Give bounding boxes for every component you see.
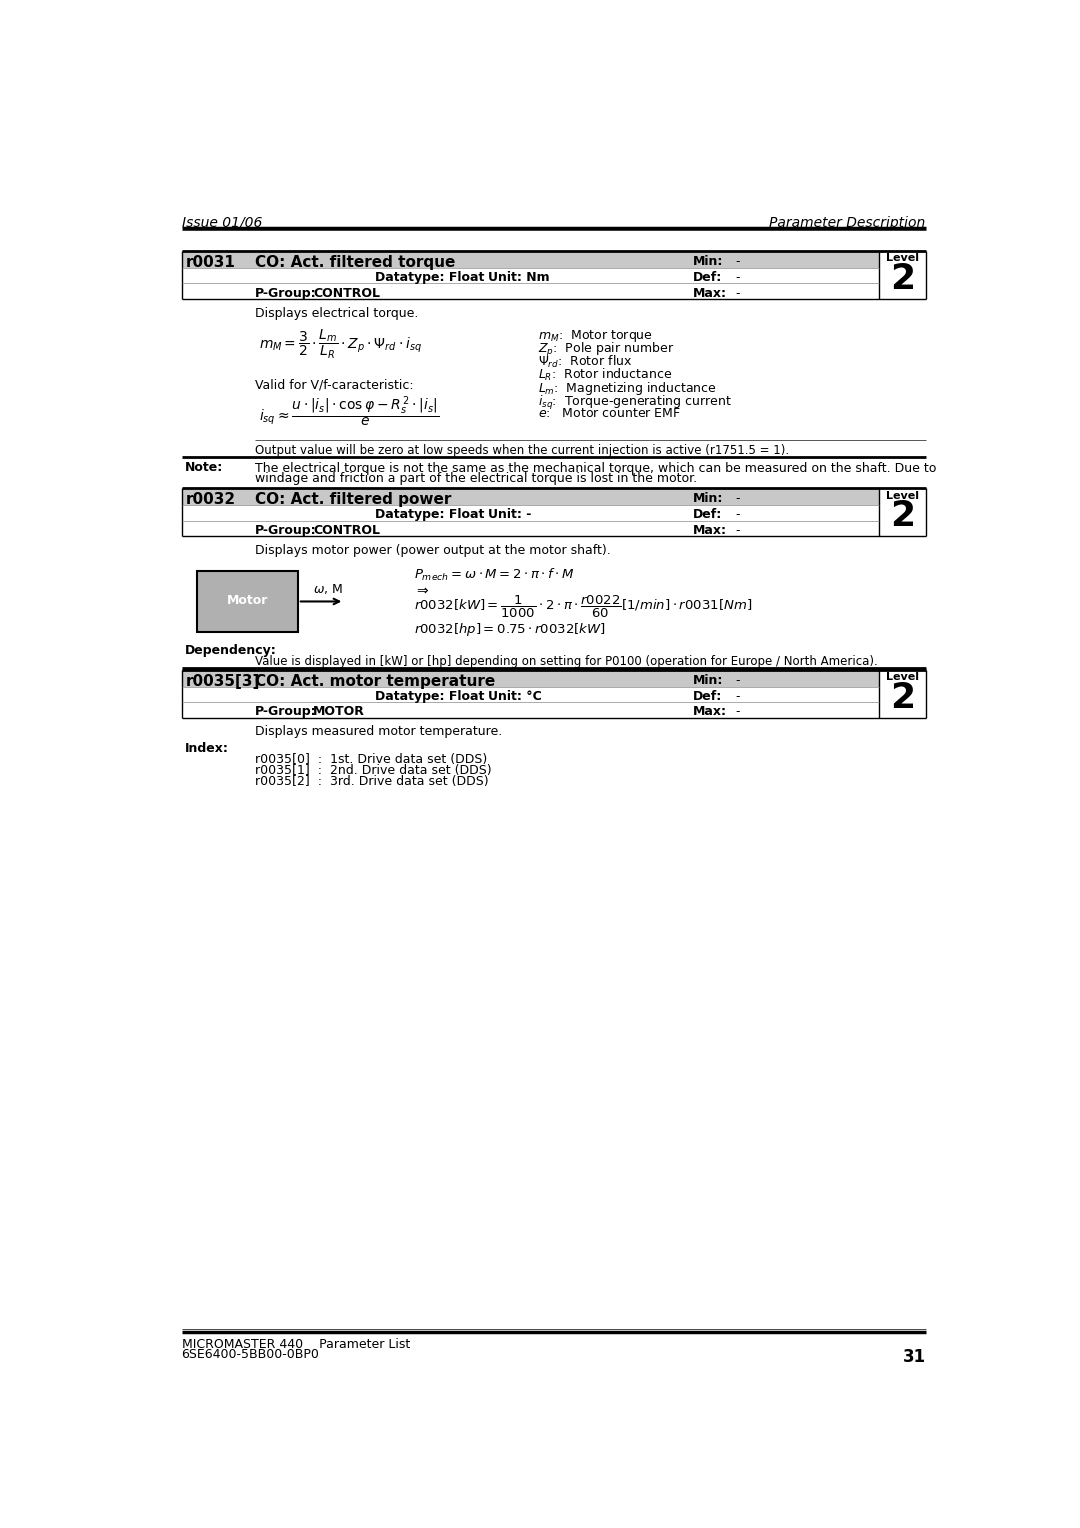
Text: -: - — [735, 492, 740, 506]
Text: Value is displayed in [kW] or [hp] depending on setting for P0100 (operation for: Value is displayed in [kW] or [hp] depen… — [255, 654, 878, 668]
Text: r0035[1]  :  2nd. Drive data set (DDS): r0035[1] : 2nd. Drive data set (DDS) — [255, 764, 491, 776]
Text: CO: Act. filtered power: CO: Act. filtered power — [255, 492, 451, 507]
Text: Note:: Note: — [186, 461, 224, 474]
Text: CO: Act. filtered torque: CO: Act. filtered torque — [255, 255, 456, 270]
Text: Max:: Max: — [693, 287, 727, 299]
Text: $P_{mech} = \omega \cdot M = 2 \cdot \pi \cdot f \cdot M$: $P_{mech} = \omega \cdot M = 2 \cdot \pi… — [414, 567, 575, 582]
Text: CO: Act. motor temperature: CO: Act. motor temperature — [255, 674, 496, 689]
Text: Level: Level — [886, 672, 919, 683]
Text: -: - — [735, 691, 740, 703]
Text: Level: Level — [886, 490, 919, 501]
Text: $\Rightarrow$: $\Rightarrow$ — [414, 582, 430, 596]
Text: Unit: °C: Unit: °C — [488, 691, 541, 703]
Text: MOTOR: MOTOR — [313, 706, 365, 718]
Text: Valid for V/f-caracteristic:: Valid for V/f-caracteristic: — [255, 377, 414, 391]
Text: $i_{sq}$:  Torque-generating current: $i_{sq}$: Torque-generating current — [538, 394, 732, 411]
Text: -: - — [735, 270, 740, 284]
Text: CONTROL: CONTROL — [313, 287, 380, 299]
Text: P-Group:: P-Group: — [255, 706, 316, 718]
Text: $m_M$:  Motor torque: $m_M$: Motor torque — [538, 329, 653, 344]
Text: -: - — [735, 674, 740, 688]
Text: Displays electrical torque.: Displays electrical torque. — [255, 307, 419, 319]
Text: $e$:   Motor counter EMF: $e$: Motor counter EMF — [538, 406, 681, 420]
Text: r0031: r0031 — [186, 255, 235, 270]
Text: Def:: Def: — [693, 691, 723, 703]
Text: -: - — [735, 524, 740, 536]
Text: MICROMASTER 440    Parameter List: MICROMASTER 440 Parameter List — [181, 1339, 409, 1351]
Text: Datatype: Float: Datatype: Float — [375, 509, 485, 521]
Text: $m_M = \dfrac{3}{2} \cdot \dfrac{L_m}{L_R} \cdot Z_p \cdot \Psi_{rd} \cdot i_{sq: $m_M = \dfrac{3}{2} \cdot \dfrac{L_m}{L_… — [259, 329, 422, 361]
Text: Datatype: Float: Datatype: Float — [375, 270, 485, 284]
Text: $L_m$:  Magnetizing inductance: $L_m$: Magnetizing inductance — [538, 380, 717, 397]
Bar — [197, 570, 298, 633]
Text: r0035[3]: r0035[3] — [186, 674, 260, 689]
Bar — [879, 489, 926, 536]
Text: P-Group:: P-Group: — [255, 287, 316, 299]
Text: $r0032[kW]=\dfrac{1}{1000} \cdot 2 \cdot \pi \cdot \dfrac{r0022}{60}[1/min]\cdot: $r0032[kW]=\dfrac{1}{1000} \cdot 2 \cdot… — [414, 594, 752, 620]
Text: Displays measured motor temperature.: Displays measured motor temperature. — [255, 726, 502, 738]
Text: Dependency:: Dependency: — [186, 643, 278, 657]
Text: r0035[0]  :  1st. Drive data set (DDS): r0035[0] : 1st. Drive data set (DDS) — [255, 753, 487, 766]
Bar — [879, 669, 926, 718]
Text: 2: 2 — [890, 500, 915, 533]
Text: Motor: Motor — [227, 594, 268, 607]
Text: -: - — [735, 706, 740, 718]
Text: Def:: Def: — [693, 509, 723, 521]
Bar — [181, 669, 879, 688]
Text: $\Psi_{rd}$:  Rotor flux: $\Psi_{rd}$: Rotor flux — [538, 354, 633, 370]
Text: Unit: Nm: Unit: Nm — [488, 270, 550, 284]
Bar — [879, 251, 926, 299]
Text: Min:: Min: — [693, 674, 724, 688]
Text: -: - — [735, 509, 740, 521]
Text: 2: 2 — [890, 681, 915, 715]
Text: Index:: Index: — [186, 743, 229, 755]
Text: windage and friction a part of the electrical torque is lost in the motor.: windage and friction a part of the elect… — [255, 472, 698, 484]
Text: CONTROL: CONTROL — [313, 524, 380, 536]
Text: Displays motor power (power output at the motor shaft).: Displays motor power (power output at th… — [255, 544, 611, 556]
Text: 2: 2 — [890, 261, 915, 296]
Text: 6SE6400-5BB00-0BP0: 6SE6400-5BB00-0BP0 — [181, 1348, 320, 1361]
Text: Issue 01/06: Issue 01/06 — [181, 215, 261, 229]
Text: -: - — [735, 287, 740, 299]
Bar — [181, 251, 879, 267]
Text: Parameter Description: Parameter Description — [769, 215, 926, 229]
Text: r0032: r0032 — [186, 492, 235, 507]
Text: Min:: Min: — [693, 255, 724, 267]
Text: Unit: -: Unit: - — [488, 509, 531, 521]
Text: r0035[2]  :  3rd. Drive data set (DDS): r0035[2] : 3rd. Drive data set (DDS) — [255, 775, 489, 788]
Text: $L_R$:  Rotor inductance: $L_R$: Rotor inductance — [538, 367, 672, 384]
Text: $\omega$, M: $\omega$, M — [313, 582, 343, 596]
Text: Datatype: Float: Datatype: Float — [375, 691, 485, 703]
Bar — [181, 489, 879, 506]
Text: Max:: Max: — [693, 524, 727, 536]
Text: $r0032[hp]=0.75 \cdot r0032[kW]$: $r0032[hp]=0.75 \cdot r0032[kW]$ — [414, 620, 606, 637]
Text: -: - — [735, 255, 740, 267]
Text: Level: Level — [886, 254, 919, 263]
Text: Min:: Min: — [693, 492, 724, 506]
Text: Def:: Def: — [693, 270, 723, 284]
Text: $i_{sq} \approx \dfrac{u \cdot |i_s| \cdot \cos\varphi - R_s^{\,2} \cdot |i_s|}{: $i_{sq} \approx \dfrac{u \cdot |i_s| \cd… — [259, 394, 440, 428]
Text: Max:: Max: — [693, 706, 727, 718]
Text: Output value will be zero at low speeds when the current injection is active (r1: Output value will be zero at low speeds … — [255, 445, 789, 457]
Text: $Z_p$:  Pole pair number: $Z_p$: Pole pair number — [538, 341, 674, 359]
Text: The electrical torque is not the same as the mechanical torque, which can be mea: The electrical torque is not the same as… — [255, 461, 936, 475]
Text: P-Group:: P-Group: — [255, 524, 316, 536]
Text: 31: 31 — [903, 1348, 926, 1366]
